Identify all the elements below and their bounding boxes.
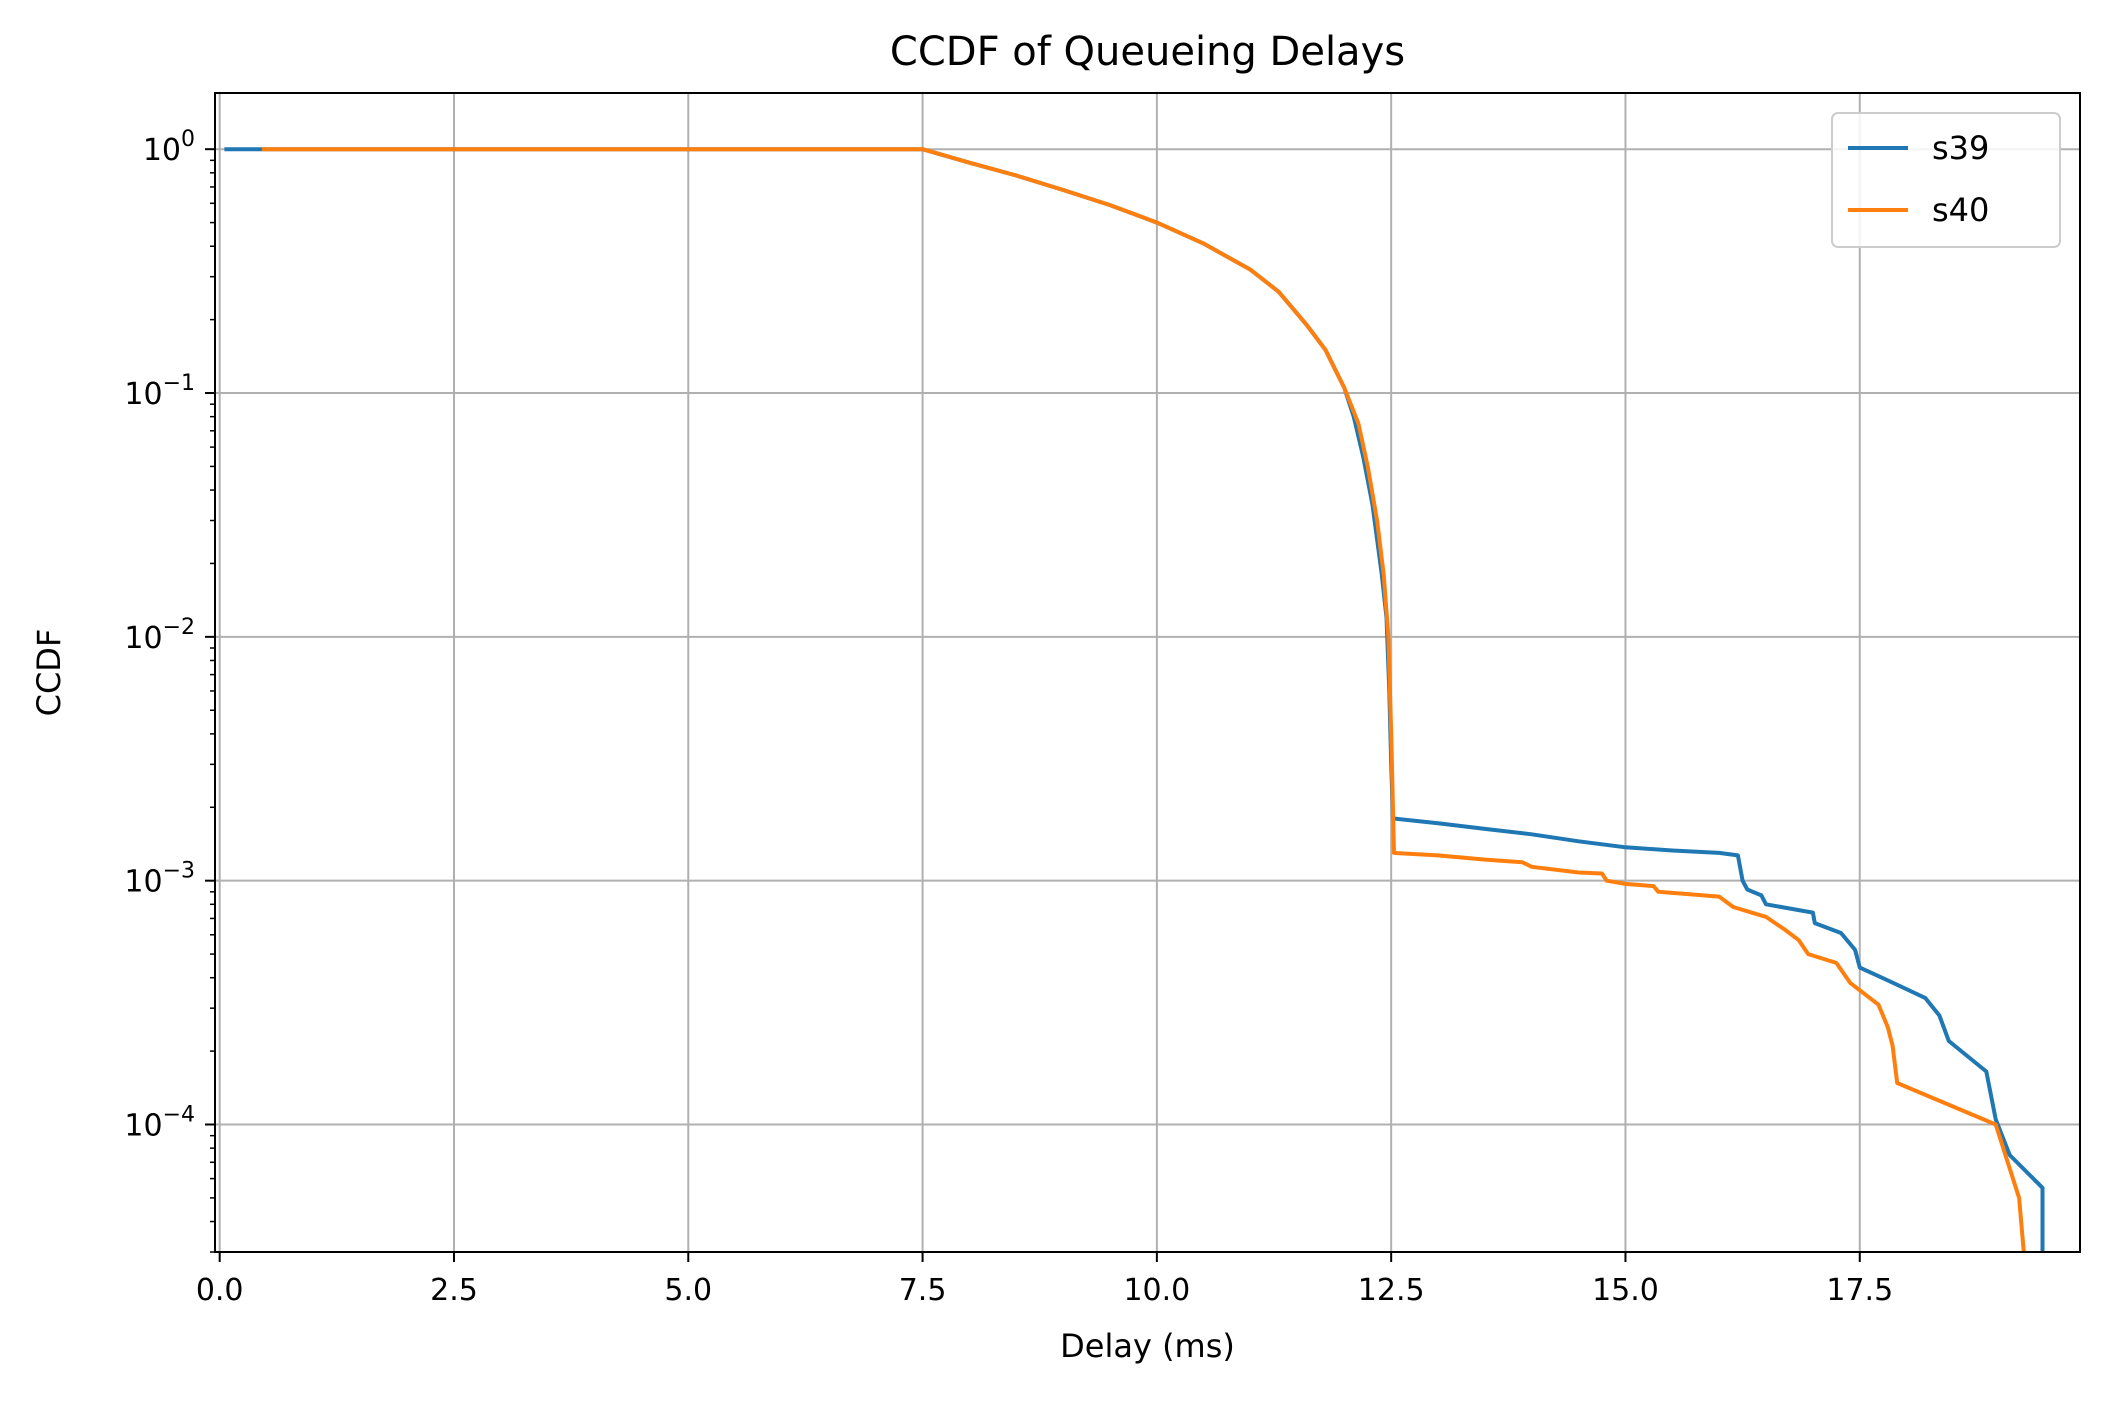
y-tick-label: 10−3 [124, 859, 195, 900]
x-axis-label: Delay (ms) [1060, 1327, 1235, 1365]
x-tick-label: 12.5 [1358, 1273, 1425, 1308]
y-tick-base: 10 [143, 133, 181, 168]
y-tick-exponent: −4 [163, 1103, 195, 1128]
y-tick-base: 10 [124, 865, 162, 900]
y-tick-exponent: −3 [163, 859, 195, 884]
y-tick-base: 10 [124, 1109, 162, 1144]
x-tick-label: 10.0 [1123, 1273, 1190, 1308]
legend: s39 s40 [1831, 112, 2061, 248]
y-tick-label: 10−2 [124, 615, 195, 656]
y-tick-base: 10 [124, 377, 162, 412]
x-axis: 0.0 2.5 5.0 7.5 10.0 12.5 15.0 17.5 [196, 1252, 1893, 1308]
plot-frame [214, 92, 2081, 1253]
series-line-s40 [261, 147, 2026, 1252]
x-tick-label: 5.0 [664, 1273, 712, 1308]
chart-title: CCDF of Queueing Delays [890, 29, 1405, 75]
legend-label-s40: s40 [1932, 191, 1989, 229]
y-tick-exponent: −2 [163, 615, 195, 640]
y-tick-label: 10−4 [124, 1103, 195, 1144]
x-tick-label: 15.0 [1592, 1273, 1659, 1308]
x-tick-label: 0.0 [196, 1273, 244, 1308]
series-layer [224, 147, 2045, 1252]
y-tick-label: 100 [143, 127, 195, 168]
y-axis-label: CCDF [30, 629, 68, 717]
y-tick-label: 10−1 [124, 371, 195, 412]
y-tick-exponent: 0 [181, 127, 195, 152]
x-tick-label: 17.5 [1826, 1273, 1893, 1308]
x-tick-label: 2.5 [430, 1273, 478, 1308]
y-tick-exponent: −1 [163, 371, 195, 396]
x-tick-label: 7.5 [899, 1273, 947, 1308]
legend-label-s39: s39 [1932, 129, 1989, 167]
y-tick-base: 10 [124, 621, 162, 656]
